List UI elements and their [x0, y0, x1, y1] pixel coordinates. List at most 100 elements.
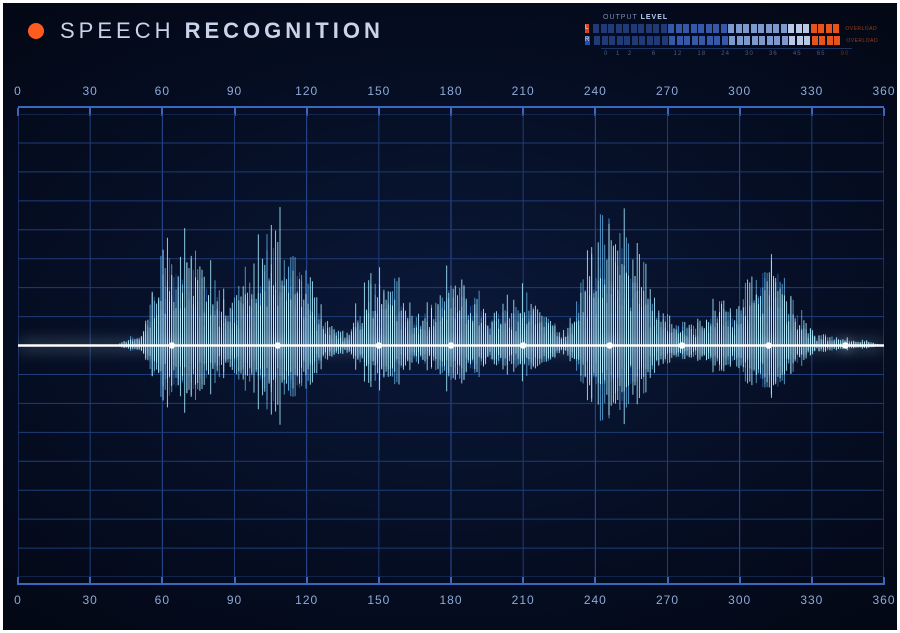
- vu-segment: [668, 24, 674, 33]
- plot-area: [18, 114, 884, 577]
- axis-tick-label: 270: [656, 593, 679, 607]
- vu-segment: [623, 24, 629, 33]
- vu-scale-label: 1: [613, 51, 623, 57]
- vu-segment: [721, 24, 727, 33]
- axis-tick-mark: [161, 577, 163, 585]
- vu-segment: [811, 24, 817, 33]
- axis-tick-mark: [594, 577, 596, 585]
- axis-tick-label: 210: [512, 593, 535, 607]
- vu-segment: [632, 36, 638, 45]
- vu-scale: 01261218243036456590: [601, 51, 870, 57]
- vu-segment: [692, 36, 698, 45]
- axis-tick-label: 300: [728, 593, 751, 607]
- axis-tick-label: 120: [295, 593, 318, 607]
- axis-tick-label: 90: [227, 593, 242, 607]
- axis-tick-label: 240: [584, 84, 607, 98]
- vu-segment: [797, 36, 803, 45]
- vu-meter: OUTPUT LEVEL LOVERLOADROVERLOAD 01261218…: [585, 14, 870, 57]
- title-word-1: SPEECH: [60, 18, 174, 43]
- vu-segment: [766, 24, 772, 33]
- axis-tick-label: 30: [82, 84, 97, 98]
- vu-scale-label: 24: [720, 51, 730, 57]
- vu-segment: [653, 24, 659, 33]
- vu-scale-label: 12: [673, 51, 683, 57]
- vu-segment: [609, 36, 615, 45]
- vu-segment: [812, 36, 818, 45]
- axis-tick-mark: [811, 577, 813, 585]
- vu-segment: [751, 24, 757, 33]
- axis-bottom-bar: [18, 577, 884, 585]
- axis-tick-label: 0: [14, 593, 22, 607]
- vu-segment: [788, 24, 794, 33]
- vu-segment: [728, 24, 734, 33]
- vu-segment: [646, 24, 652, 33]
- vu-segment: [669, 36, 675, 45]
- vu-segment: [616, 24, 622, 33]
- page-title: SPEECH RECOGNITION: [60, 18, 384, 44]
- vu-segment: [594, 36, 600, 45]
- vu-segment: [833, 24, 839, 33]
- vu-segment: [773, 24, 779, 33]
- title-word-2: RECOGNITION: [185, 18, 384, 43]
- vu-segment: [661, 24, 667, 33]
- vu-segment: [608, 24, 614, 33]
- vu-segment: [744, 36, 750, 45]
- axis-tick-label: 0: [14, 84, 22, 98]
- axis-tick-mark: [883, 577, 885, 585]
- vu-segment: [713, 24, 719, 33]
- axis-top: 0306090120150180210240270300330360: [18, 84, 884, 114]
- waveform-chart: 0306090120150180210240270300330360 03060…: [18, 84, 884, 607]
- axis-tick-label: 360: [872, 84, 895, 98]
- vu-segment: [789, 36, 795, 45]
- axis-tick-label: 210: [512, 84, 535, 98]
- axis-tick-label: 330: [800, 593, 823, 607]
- vu-scale-label: 0: [601, 51, 611, 57]
- vu-segment: [638, 24, 644, 33]
- vu-segment: [706, 24, 712, 33]
- vu-segment: [691, 24, 697, 33]
- vu-segment: [593, 24, 599, 33]
- vu-segment: [796, 24, 802, 33]
- vu-segment: [774, 36, 780, 45]
- vu-segment: [639, 36, 645, 45]
- axis-tick-label: 150: [367, 593, 390, 607]
- axis-tick-label: 300: [728, 84, 751, 98]
- vu-segment: [737, 36, 743, 45]
- vu-channel-label: L: [585, 24, 589, 33]
- vu-segment: [714, 36, 720, 45]
- axis-bottom: 0306090120150180210240270300330360: [18, 577, 884, 607]
- vu-overload-label: OVERLOAD: [846, 38, 874, 44]
- vu-channel-label: R: [585, 36, 590, 45]
- vu-segment: [684, 36, 690, 45]
- axis-tick-mark: [378, 577, 380, 585]
- axis-tick-label: 240: [584, 593, 607, 607]
- axis-tick-label: 90: [227, 84, 242, 98]
- axis-tick-label: 270: [656, 84, 679, 98]
- waveform-svg: [18, 114, 884, 577]
- axis-tick-mark: [667, 577, 669, 585]
- axis-tick-mark: [522, 577, 524, 585]
- vu-segment: [781, 24, 787, 33]
- axis-tick-label: 120: [295, 84, 318, 98]
- vu-segment: [601, 24, 607, 33]
- vu-segment: [722, 36, 728, 45]
- axis-tick-mark: [739, 577, 741, 585]
- vu-segment: [624, 36, 630, 45]
- vu-segment: [699, 36, 705, 45]
- axis-tick-label: 180: [439, 593, 462, 607]
- vu-overload-label: OVERLOAD: [845, 26, 873, 32]
- vu-scale-line: [601, 48, 852, 49]
- vu-segment: [707, 36, 713, 45]
- vu-header-word-2: LEVEL: [641, 14, 669, 21]
- vu-scale-label: 90: [840, 51, 850, 57]
- vu-segment: [759, 36, 765, 45]
- vu-segment: [654, 36, 660, 45]
- vu-segment: [818, 24, 824, 33]
- axis-tick-label: 150: [367, 84, 390, 98]
- vu-scale-label: 2: [625, 51, 635, 57]
- vu-scale-label: 36: [768, 51, 778, 57]
- vu-scale-label: 6: [649, 51, 659, 57]
- vu-segment: [834, 36, 840, 45]
- vu-segment: [602, 36, 608, 45]
- vu-segment: [676, 24, 682, 33]
